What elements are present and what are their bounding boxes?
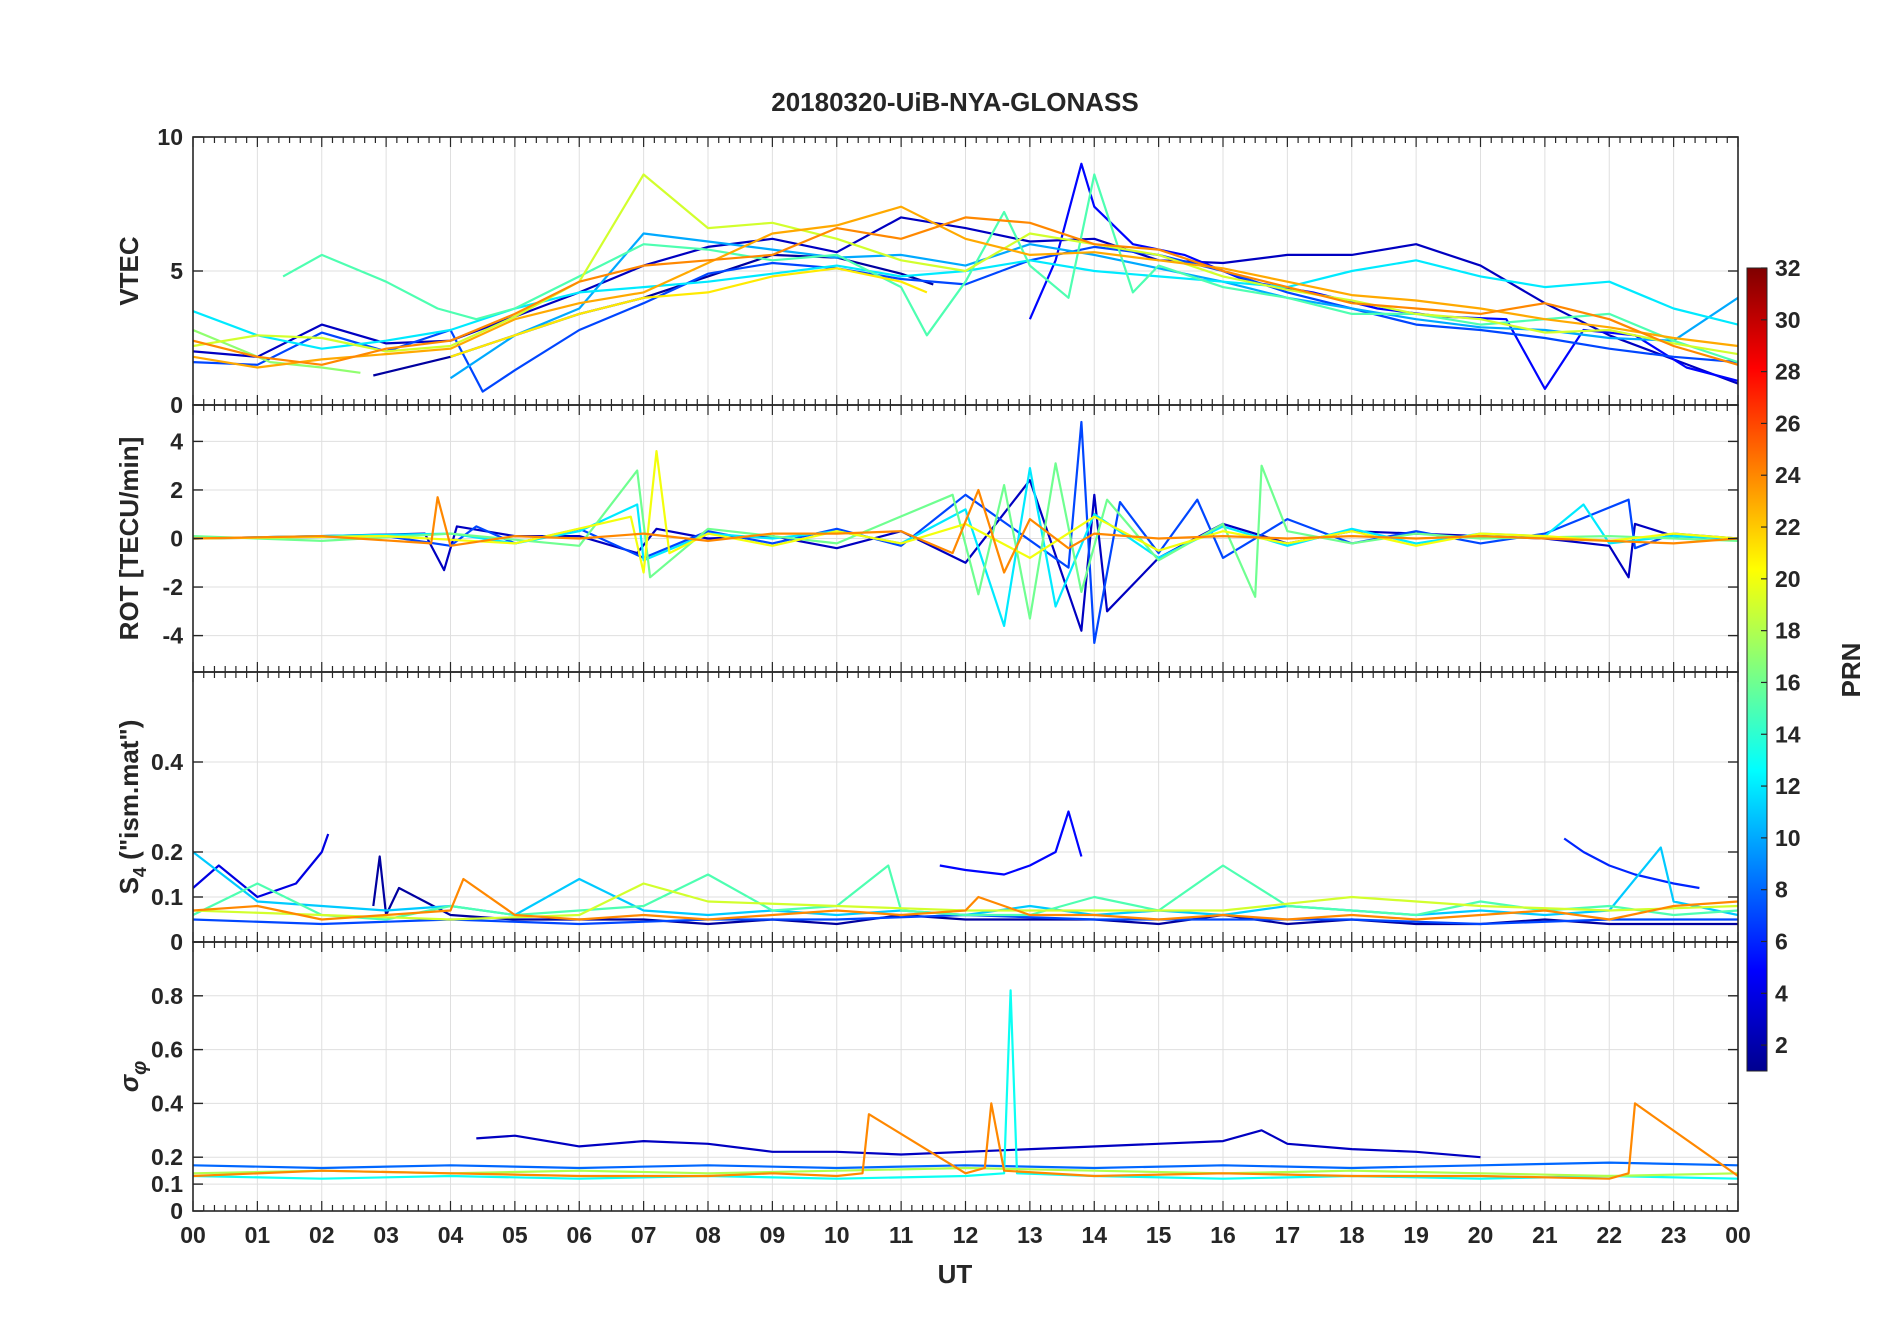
x-tick-label: 21 [1532, 1222, 1558, 1248]
colorbar-tick-label: 24 [1775, 462, 1801, 488]
y-tick-label: 0.2 [151, 839, 183, 865]
y-tick-label: 0.2 [151, 1144, 183, 1170]
series-line-prn-20 [193, 450, 1738, 574]
colorbar-tick-label: 10 [1775, 825, 1801, 851]
y-tick-label: -2 [163, 574, 183, 600]
y-tick-label: 5 [170, 258, 183, 284]
series-group [193, 810, 1738, 926]
x-tick-label: 16 [1210, 1222, 1236, 1248]
y-tick-label: 0 [170, 526, 183, 552]
y-tick-label: 4 [170, 428, 183, 454]
series-line-prn-7 [193, 245, 1738, 393]
y-tick-label: 0 [170, 1198, 183, 1224]
y-tick-label: -4 [163, 623, 184, 649]
x-tick-label: 00 [1725, 1222, 1751, 1248]
x-axis-label: UT [938, 1259, 973, 1289]
panel-vtec: 0 5 10 VTEC [114, 124, 1739, 418]
panel-rot: -4 -2 0 2 4 ROT [TECU/min] [114, 404, 1739, 673]
x-tick-label: 06 [566, 1222, 592, 1248]
x-tick-label: 12 [953, 1222, 979, 1248]
colorbar-tick-label: 16 [1775, 669, 1801, 695]
colorbar-tick-label: 26 [1775, 410, 1801, 436]
colorbar-tick-label: 32 [1775, 255, 1801, 281]
y-axis-label: VTEC [114, 236, 144, 306]
colorbar-tick-label: 22 [1775, 514, 1801, 540]
x-tick-label: 23 [1661, 1222, 1687, 1248]
colorbar-label: PRN [1836, 643, 1866, 698]
y-tick-label: 0.1 [151, 884, 183, 910]
series-line-prn-6 [1563, 837, 1700, 890]
series-line-prn-23 [193, 205, 1738, 369]
y-axis-label: ROT [TECU/min] [114, 437, 144, 641]
colorbar-tick-label: 8 [1775, 877, 1788, 903]
x-tick-label: 04 [438, 1222, 464, 1248]
y-tick-label: 0 [170, 929, 183, 955]
x-tick-label: 02 [309, 1222, 335, 1248]
y-tick-label: 2 [170, 477, 183, 503]
colorbar-tick-label: 2 [1775, 1032, 1788, 1058]
x-tick-label: 07 [631, 1222, 657, 1248]
colorbar-gradient [1746, 267, 1768, 1072]
colorbar-tick-label: 14 [1775, 721, 1801, 747]
x-tick-label: 11 [889, 1222, 914, 1248]
x-tick-label: 08 [695, 1222, 721, 1248]
chart-title: 20180320-UiB-NYA-GLONASS [771, 87, 1139, 117]
y-tick-label: 0.1 [151, 1171, 183, 1197]
series-group [193, 420, 1738, 645]
y-tick-label: 0 [170, 392, 183, 418]
x-tick-label: 22 [1596, 1222, 1622, 1248]
series-line-prn-16 [193, 462, 1738, 620]
x-tick-label: 15 [1146, 1222, 1172, 1248]
x-tick-label: 20 [1468, 1222, 1494, 1248]
x-tick-label: 03 [373, 1222, 399, 1248]
series-line-prn-8 [193, 1161, 1738, 1170]
x-tick-label: 05 [502, 1222, 528, 1248]
series-line-prn-3 [476, 1129, 1481, 1159]
x-tick-label: 17 [1275, 1222, 1301, 1248]
series-group [193, 989, 1738, 1180]
x-tick-label: 10 [824, 1222, 850, 1248]
series-line-prn-19 [193, 882, 1738, 921]
y-axis-label: σφ [114, 1061, 151, 1092]
y-axis-label: S4 ("ism.mat") [114, 720, 150, 895]
series-line-prn-24 [193, 1102, 1738, 1180]
x-tick-label: 13 [1017, 1222, 1043, 1248]
series-line-prn-5 [939, 810, 1083, 876]
x-tick-label: 14 [1081, 1222, 1107, 1248]
series-line-prn-24 [193, 216, 1738, 366]
y-tick-label: 0.8 [151, 983, 183, 1009]
colorbar-tick-label: 28 [1775, 359, 1801, 385]
colorbar-tick-label: 12 [1775, 773, 1801, 799]
series-line-prn-15 [282, 173, 1738, 364]
y-tick-label: 0.4 [151, 749, 183, 775]
panel-s4: 0 0.1 0.2 0.4S4 ("ism.mat") [114, 671, 1739, 955]
x-tick-label: 09 [760, 1222, 786, 1248]
y-tick-label: 10 [157, 124, 183, 150]
y-tick-label: 0.4 [151, 1090, 183, 1116]
x-tick-label: 19 [1403, 1222, 1429, 1248]
panel-sigma-phi: 00.10.2 0.4 0.6 0.8 σφ 00 01 02 03 04 05 06 07 08 09 10… [114, 941, 1751, 1248]
colorbar-tick-label: 4 [1775, 980, 1788, 1006]
y-tick-label: 0.6 [151, 1037, 183, 1063]
x-tick-label: 18 [1339, 1222, 1365, 1248]
colorbar-tick-label: 20 [1775, 566, 1801, 592]
series-group [193, 162, 1738, 393]
series-line-prn-24 [193, 488, 1738, 574]
series-line-prn-21 [450, 267, 928, 358]
colorbar-tick-label: 18 [1775, 618, 1801, 644]
series-line-prn-13 [193, 989, 1738, 1180]
colorbar-tick-label: 30 [1775, 307, 1801, 333]
x-tick-label: 00 [180, 1222, 206, 1248]
series-line-prn-24 [193, 877, 1738, 921]
x-tick-label: 01 [245, 1222, 271, 1248]
colorbar-tick-label: 6 [1775, 928, 1788, 954]
series-line-prn-19 [193, 173, 1738, 356]
